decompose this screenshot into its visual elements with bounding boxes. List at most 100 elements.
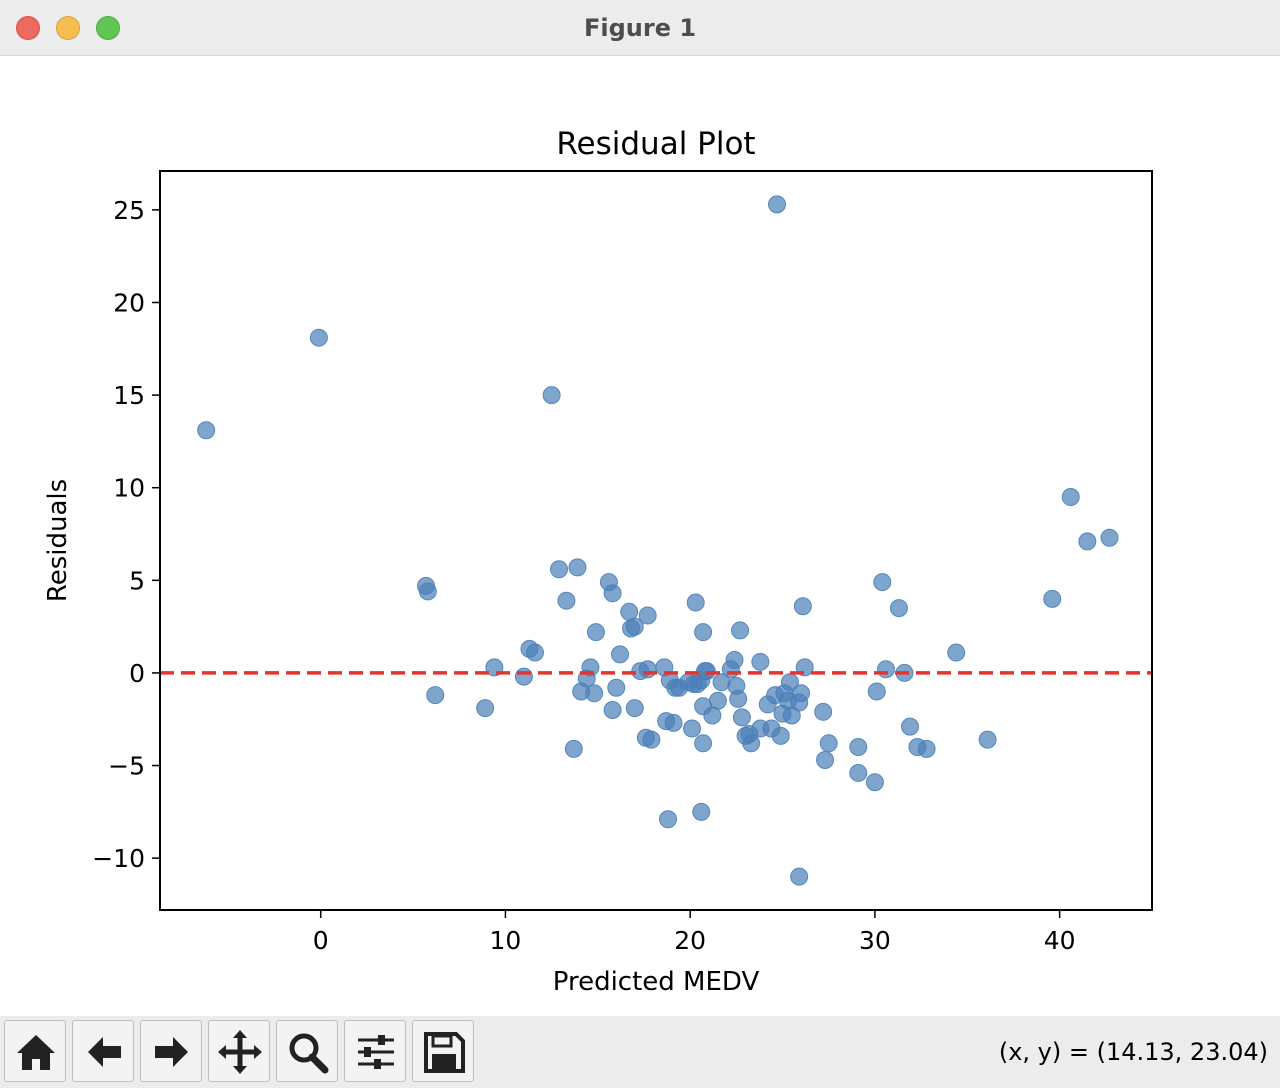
navigation-toolbar: (x, y) = (14.13, 23.04) bbox=[0, 1016, 1280, 1088]
scatter-point bbox=[686, 593, 705, 612]
scatter-point bbox=[865, 773, 884, 792]
sliders-icon bbox=[358, 1035, 394, 1069]
minimize-window-button[interactable] bbox=[56, 16, 80, 40]
y-tick-label: 25 bbox=[113, 196, 145, 225]
scatter-point bbox=[607, 678, 626, 697]
cursor-coordinates: (x, y) = (14.13, 23.04) bbox=[998, 1038, 1268, 1066]
scatter-point bbox=[816, 750, 835, 769]
scatter-point bbox=[873, 573, 892, 592]
scatter-point bbox=[767, 195, 786, 214]
scatter-point bbox=[867, 682, 886, 701]
y-tick-label: 5 bbox=[129, 566, 145, 595]
scatter-point bbox=[603, 584, 622, 603]
scatter-point bbox=[889, 599, 908, 618]
window-titlebar: Figure 1 bbox=[0, 0, 1280, 56]
scatter-point bbox=[729, 689, 748, 708]
scatter-point bbox=[197, 421, 216, 440]
scatter-point bbox=[426, 686, 445, 705]
scatter-point bbox=[849, 763, 868, 782]
scatter-point bbox=[819, 734, 838, 753]
x-tick-label: 20 bbox=[674, 926, 706, 955]
save-button[interactable] bbox=[412, 1020, 474, 1082]
y-axis-label: Residuals bbox=[43, 479, 73, 602]
scatter-point bbox=[694, 734, 713, 753]
scatter-point bbox=[418, 582, 437, 601]
scatter-point bbox=[1078, 532, 1097, 551]
scatter-point bbox=[790, 867, 809, 886]
scatter-point bbox=[731, 621, 750, 640]
x-tick-label: 10 bbox=[490, 926, 522, 955]
scatter-point bbox=[697, 662, 716, 681]
scatter-point bbox=[901, 717, 920, 736]
y-tick-label: 10 bbox=[113, 474, 145, 503]
maximize-window-button[interactable] bbox=[96, 16, 120, 40]
x-axis-label: Predicted MEDV bbox=[553, 967, 760, 997]
scatter-point bbox=[947, 643, 966, 662]
x-tick-label: 40 bbox=[1044, 926, 1076, 955]
scatter-point bbox=[1061, 487, 1080, 506]
x-tick-label: 0 bbox=[313, 926, 329, 955]
home-icon bbox=[17, 1035, 55, 1070]
scatter-point bbox=[542, 386, 561, 405]
pan-button[interactable] bbox=[208, 1020, 270, 1082]
scatter-point bbox=[780, 673, 799, 692]
x-tick-label: 30 bbox=[859, 926, 891, 955]
y-tick-label: 20 bbox=[113, 289, 145, 318]
scatter-point bbox=[814, 702, 833, 721]
y-tick-label: 0 bbox=[129, 659, 145, 688]
scatter-point bbox=[550, 560, 569, 579]
scatter-point bbox=[568, 558, 587, 577]
scatter-point bbox=[603, 700, 622, 719]
scatter-point bbox=[659, 810, 678, 829]
figure-canvas[interactable]: Residual Plot Predicted MEDV Residuals 0 10 2… bbox=[0, 57, 1280, 1016]
back-button[interactable] bbox=[72, 1020, 134, 1082]
scatter-point bbox=[1043, 589, 1062, 608]
close-window-button[interactable] bbox=[16, 16, 40, 40]
scatter-point bbox=[564, 739, 583, 758]
scatter-point bbox=[638, 660, 657, 679]
axes-frame bbox=[159, 170, 1153, 911]
floppy-disk-icon bbox=[424, 1032, 465, 1073]
scatter-point bbox=[638, 606, 657, 625]
scatter-point bbox=[771, 726, 790, 745]
y-tick-label: −5 bbox=[108, 752, 145, 781]
scatter-point bbox=[683, 719, 702, 738]
forward-button[interactable] bbox=[140, 1020, 202, 1082]
window-title: Figure 1 bbox=[583, 14, 697, 42]
scatter-point bbox=[876, 660, 895, 679]
chart-title: Residual Plot bbox=[556, 126, 755, 162]
y-tick-label: −10 bbox=[92, 844, 145, 873]
scatter-point bbox=[610, 645, 629, 664]
scatter-point bbox=[557, 591, 576, 610]
scatter-point bbox=[708, 691, 727, 710]
scatter-point bbox=[849, 738, 868, 757]
scatter-point bbox=[309, 328, 328, 347]
scatter-point bbox=[742, 734, 761, 753]
scatter-point bbox=[664, 713, 683, 732]
scatter-point bbox=[694, 623, 713, 642]
scatter-point bbox=[642, 730, 661, 749]
residual-scatter-chart: Residual Plot Predicted MEDV Residuals 0 10 2… bbox=[43, 126, 1153, 997]
scatter-point bbox=[793, 597, 812, 616]
scatter-point bbox=[732, 708, 751, 727]
scatter-point bbox=[625, 699, 644, 718]
scatter-point bbox=[1100, 528, 1119, 547]
scatter-point bbox=[526, 643, 545, 662]
magnifier-icon bbox=[289, 1033, 329, 1074]
scatter-point bbox=[625, 617, 644, 636]
move-icon bbox=[218, 1030, 262, 1074]
arrow-right-icon bbox=[155, 1037, 188, 1067]
y-tick-label: 15 bbox=[113, 381, 145, 410]
scatter-point bbox=[586, 623, 605, 642]
scatter-point bbox=[751, 652, 770, 671]
scatter-point bbox=[514, 667, 533, 686]
scatter-point bbox=[476, 699, 495, 718]
scatter-point bbox=[917, 739, 936, 758]
arrow-left-icon bbox=[88, 1037, 121, 1067]
zoom-button[interactable] bbox=[276, 1020, 338, 1082]
scatter-point bbox=[585, 684, 604, 703]
home-button[interactable] bbox=[4, 1020, 66, 1082]
scatter-point bbox=[692, 802, 711, 821]
scatter-point bbox=[725, 650, 744, 669]
configure-subplots-button[interactable] bbox=[344, 1020, 406, 1082]
